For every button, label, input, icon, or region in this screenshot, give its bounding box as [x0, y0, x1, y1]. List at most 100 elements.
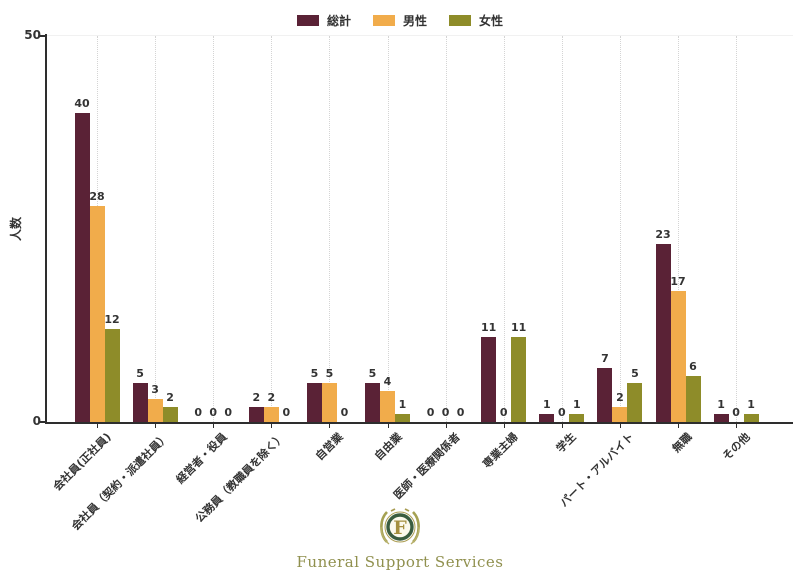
value-label: 0 [456, 406, 465, 419]
value-label: 0 [441, 406, 450, 419]
gridline [678, 36, 679, 422]
bar [612, 407, 628, 422]
value-label: 2 [166, 391, 174, 404]
y-axis-label: 人数 [9, 217, 23, 242]
x-tick [678, 424, 679, 428]
bar [670, 291, 686, 422]
x-tick-label: 無職 [669, 430, 695, 456]
legend-item-0: 総計 [296, 12, 351, 29]
legend-item-2: 女性 [449, 12, 503, 29]
value-label: 3 [151, 383, 159, 396]
value-label: 1 [572, 398, 581, 411]
value-label: 6 [689, 360, 697, 373]
value-label: 2 [616, 391, 624, 404]
funeral-support-services-logo-icon: F [380, 508, 420, 545]
bar [306, 383, 322, 422]
bar [395, 414, 410, 422]
value-label: 4 [383, 375, 392, 388]
gridline [387, 36, 389, 422]
bar [162, 407, 178, 422]
gridline [619, 36, 621, 422]
bar [104, 329, 120, 422]
bar [147, 399, 163, 422]
x-tick [736, 424, 738, 428]
gridline [561, 36, 563, 422]
y-tick [40, 421, 45, 423]
y-axis-spine [45, 34, 47, 424]
x-tick-label: 自由業 [371, 430, 405, 463]
legend-label: 総計 [326, 14, 351, 28]
bar [511, 337, 527, 422]
value-label: 0 [557, 406, 566, 419]
value-label: 0 [224, 406, 233, 419]
value-label: 23 [655, 228, 671, 241]
x-tick [445, 424, 447, 428]
value-label: 0 [282, 406, 291, 419]
legend-swatch-icon [449, 15, 471, 26]
value-label: 28 [89, 190, 105, 203]
footer-logo: F Funeral Support Services [0, 505, 800, 571]
value-label: 5 [631, 367, 639, 380]
chart-legend: 総計 男性 女性 [0, 12, 800, 29]
bar [481, 337, 497, 422]
gridline [445, 36, 447, 422]
y-tick [40, 35, 45, 37]
x-tick [213, 424, 215, 428]
x-axis-spine [45, 422, 793, 424]
bar [627, 383, 643, 422]
value-label: 5 [368, 367, 377, 380]
bar [74, 113, 90, 422]
value-label: 0 [194, 406, 203, 419]
value-label: 0 [499, 406, 508, 419]
gridline [213, 36, 215, 422]
bar [713, 414, 729, 422]
value-label: 2 [267, 391, 276, 404]
value-label: 11 [511, 321, 527, 334]
legend-label: 男性 [402, 14, 427, 28]
value-label: 0 [209, 406, 218, 419]
bar [597, 368, 613, 422]
x-tick [97, 424, 98, 428]
x-tick [561, 424, 563, 428]
value-label: 1 [398, 398, 407, 411]
x-tick [271, 424, 273, 428]
gridline [329, 36, 331, 422]
x-tick [387, 424, 389, 428]
value-label: 5 [310, 367, 319, 380]
gridline [736, 36, 738, 422]
bar [263, 407, 279, 422]
value-label: 1 [542, 398, 551, 411]
bar [539, 414, 555, 422]
value-label: 1 [717, 398, 725, 411]
value-label: 0 [426, 406, 435, 419]
value-label: 17 [670, 275, 686, 288]
x-tick [619, 424, 621, 428]
x-tick [155, 424, 157, 428]
legend-swatch-icon [372, 15, 395, 26]
x-tick-label: その他 [720, 430, 753, 463]
bar [321, 383, 337, 422]
y-tick-label: 50 [24, 28, 41, 42]
legend-swatch-icon [296, 15, 319, 26]
x-tick-label: 経営者・役員 [173, 430, 230, 487]
footer-logo-text: Funeral Support Services [296, 553, 504, 571]
legend-label: 女性 [479, 14, 504, 28]
bar [89, 206, 105, 422]
value-label: 12 [104, 313, 120, 326]
value-label: 5 [136, 367, 144, 380]
x-tick-label: 学生 [553, 430, 579, 456]
x-tick-label: 自営業 [313, 430, 347, 463]
legend-item-1: 男性 [372, 12, 427, 29]
bar [743, 414, 759, 422]
bar [655, 244, 671, 422]
plot-area [45, 35, 793, 423]
bar [132, 383, 148, 422]
value-label: 7 [601, 352, 609, 365]
bar [685, 376, 701, 422]
value-label: 11 [481, 321, 497, 334]
value-label: 2 [252, 391, 261, 404]
value-label: 0 [732, 406, 740, 419]
value-label: 1 [747, 398, 755, 411]
gridline [503, 36, 505, 422]
x-tick-label: 専業主婦 [480, 430, 521, 471]
